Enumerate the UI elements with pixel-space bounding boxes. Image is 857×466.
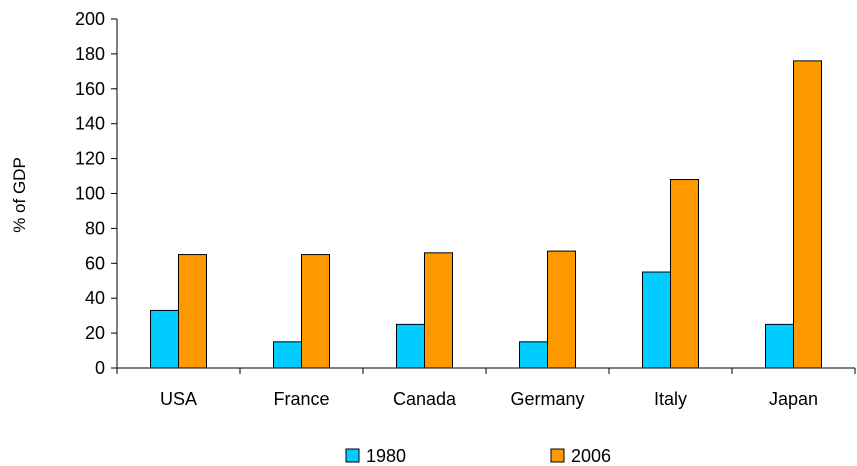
bar-2006-italy <box>670 179 699 369</box>
bar-2006-japan <box>793 60 822 369</box>
x-tick-label: Japan <box>769 389 818 409</box>
bar-1980-germany <box>519 341 548 369</box>
legend-swatch-1980 <box>345 448 360 463</box>
y-tick-label: 120 <box>75 149 105 169</box>
bar-2006-usa <box>178 254 207 369</box>
y-tick-label: 40 <box>85 288 105 308</box>
y-tick-label: 180 <box>75 44 105 64</box>
legend-label-1980: 1980 <box>366 446 406 466</box>
bar-1980-italy <box>642 271 671 369</box>
bar-1980-japan <box>765 323 794 369</box>
x-tick-label: Germany <box>510 389 584 409</box>
y-tick-label: 140 <box>75 114 105 134</box>
bar-1980-canada <box>396 323 425 369</box>
legend: 1980 2006 <box>345 446 611 466</box>
y-tick-label: 100 <box>75 184 105 204</box>
bar-1980-usa <box>150 309 179 369</box>
y-axis-title: % of GDP <box>10 157 29 233</box>
x-tick-label: Italy <box>654 389 687 409</box>
y-tick-label: 20 <box>85 323 105 343</box>
x-tick-label: USA <box>160 389 197 409</box>
bar-1980-france <box>273 341 302 369</box>
legend-label-2006: 2006 <box>571 446 611 466</box>
plot-area: 0 20 40 60 80 100 120 140 160 180 200 USA France Cana… <box>75 9 856 409</box>
y-tick-label: 0 <box>95 358 105 378</box>
y-tick-label: 200 <box>75 9 105 29</box>
bar-2006-germany <box>547 250 576 369</box>
y-tick-label: 60 <box>85 253 105 273</box>
bar-2006-france <box>301 254 330 369</box>
bar-2006-canada <box>424 252 453 369</box>
x-tick-label: Canada <box>393 389 457 409</box>
y-tick-label: 160 <box>75 79 105 99</box>
y-tick-label: 80 <box>85 218 105 238</box>
legend-swatch-2006 <box>550 448 565 463</box>
x-tick-label: France <box>273 389 329 409</box>
